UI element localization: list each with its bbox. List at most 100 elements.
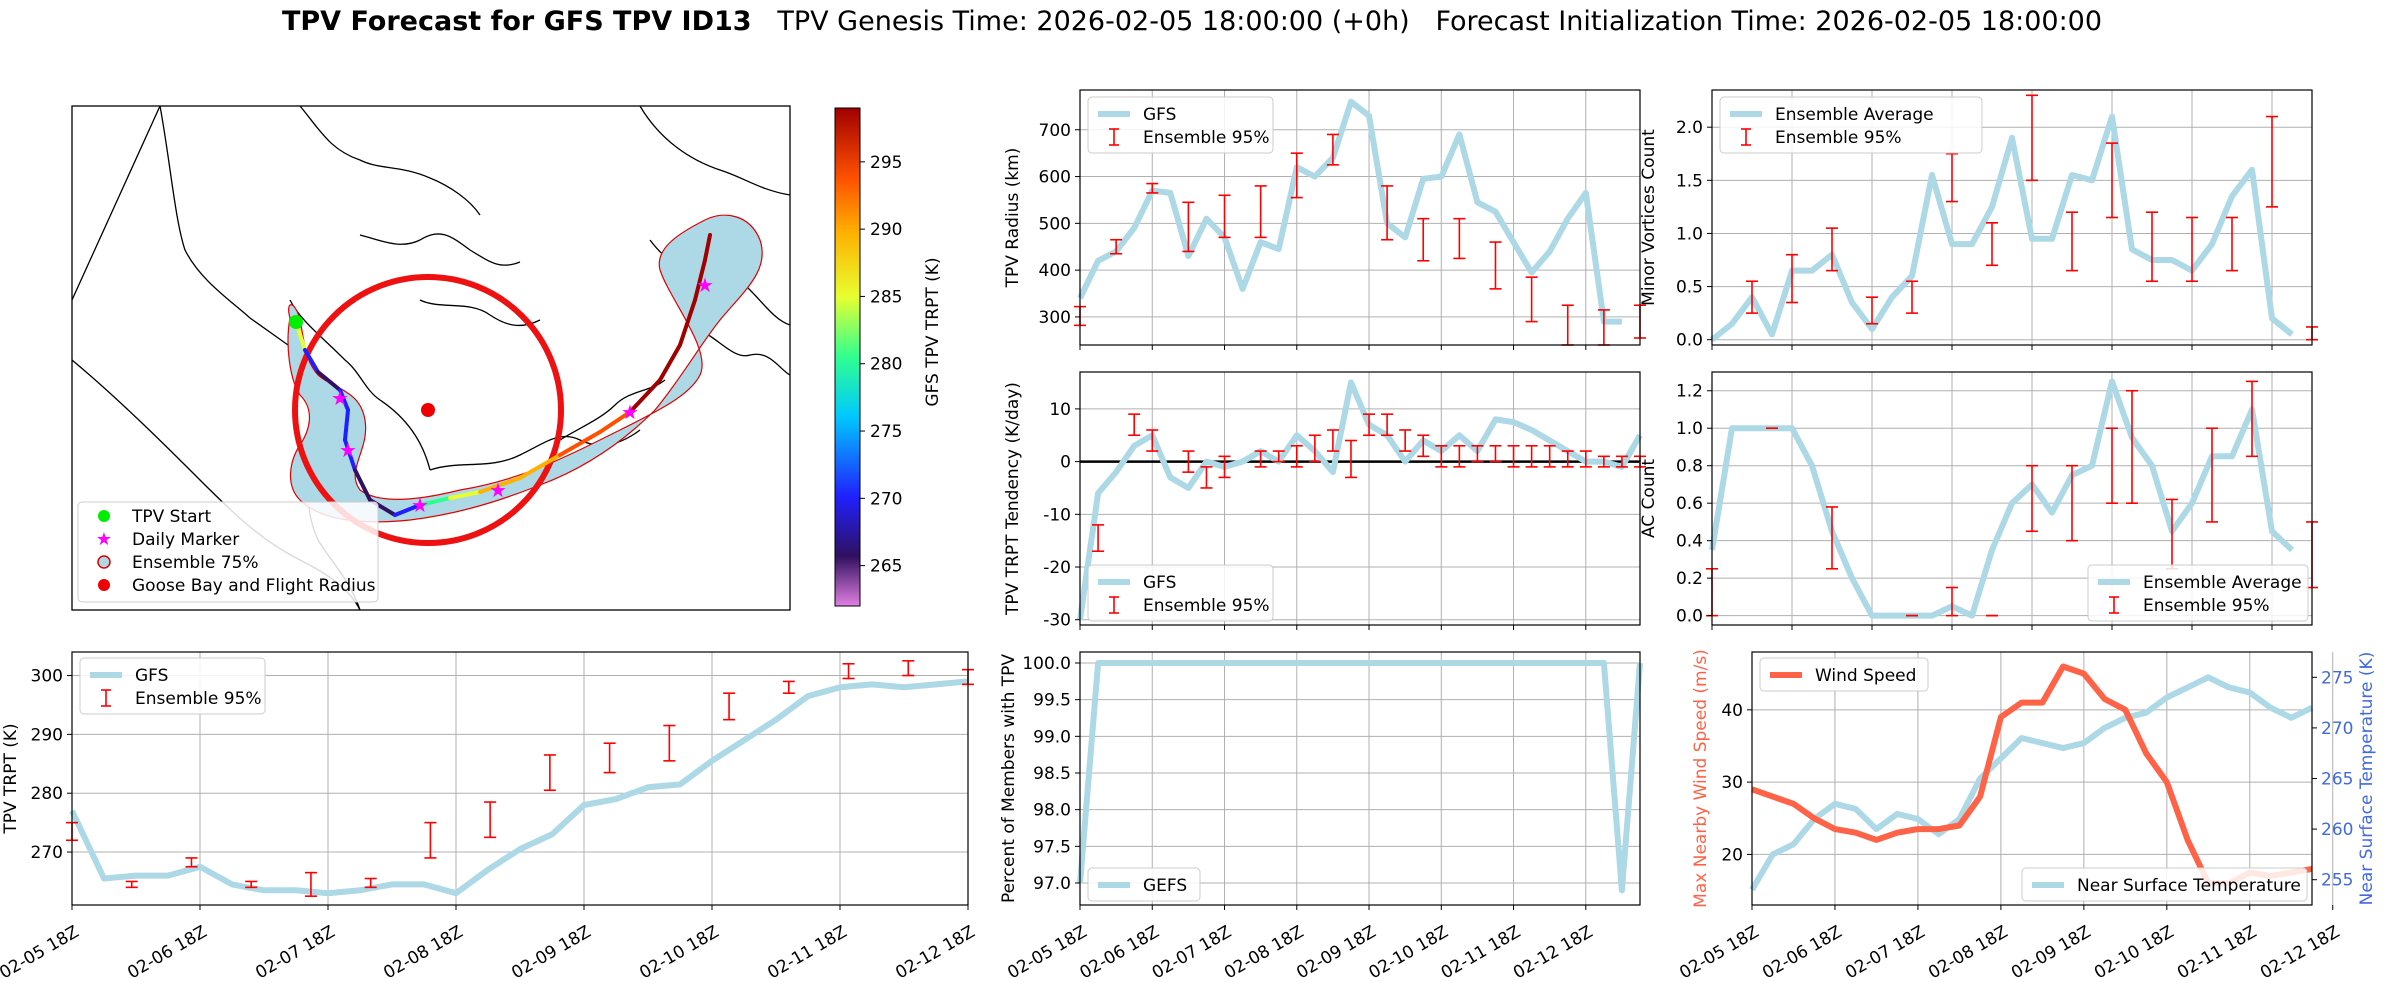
error-bar <box>1326 429 1339 452</box>
error-bar <box>1308 434 1321 463</box>
error-bar <box>424 821 437 859</box>
track-segment <box>343 408 350 442</box>
error-bar <box>1615 455 1628 468</box>
error-bar <box>245 880 258 889</box>
error-bar <box>2226 216 2238 272</box>
legend-marker-goose-bay <box>98 579 110 591</box>
error-bar <box>723 692 736 721</box>
y-axis-label: AC Count <box>1639 459 1659 538</box>
y2-tick-label: 260 <box>2321 820 2353 840</box>
legend: GEFS <box>1087 867 1201 902</box>
y-axis-label: Percent of Members with TPV <box>999 654 1019 903</box>
error-bar <box>484 801 497 839</box>
x-tick-label: 02-09 18Z <box>1293 922 1379 982</box>
goose-bay-marker <box>421 403 435 417</box>
x-tick-label: 02-05 18Z <box>0 922 83 982</box>
error-bar <box>1417 217 1430 262</box>
coastline <box>299 106 481 216</box>
legend-box <box>1719 96 1983 154</box>
y-tick-label: 0.0 <box>1676 331 1703 351</box>
y2-tick-label: 270 <box>2321 719 2353 739</box>
coastline <box>72 106 161 301</box>
x-tick-label: 02-10 18Z <box>2091 922 2177 982</box>
error-bar <box>2066 464 2078 542</box>
series-line-gefs <box>1077 660 1643 894</box>
error-bar <box>2026 94 2038 182</box>
legend: GFS Ensemble 95% <box>1087 96 1274 154</box>
track-segment <box>418 496 452 507</box>
axes-frame <box>1711 371 2313 626</box>
y-tick-label: 1.0 <box>1676 224 1703 244</box>
legend-label: Near Surface Temperature <box>2077 876 2301 896</box>
legend-box <box>77 501 379 603</box>
error-bar <box>902 660 915 677</box>
y-tick-label: 0 <box>1060 453 1071 473</box>
track-segment <box>703 233 712 262</box>
y-tick-label: 98.0 <box>1033 801 1071 821</box>
error-bar <box>1906 280 1918 314</box>
legend-label: Ensemble Average <box>1775 105 1934 125</box>
legend-label: GEFS <box>1143 876 1187 896</box>
error-bar <box>1746 280 1758 314</box>
map-legend: TPV Start ★ Daily Marker Ensemble 75% Goose … <box>77 501 379 603</box>
legend-label: Daily Marker <box>132 530 239 550</box>
x-tick-label: 02-10 18Z <box>1365 922 1451 982</box>
error-bar <box>1543 444 1556 468</box>
legend: GFS Ensemble 95% <box>1087 564 1274 622</box>
y-tick-label: 400 <box>1039 261 1071 281</box>
x-tick-label: 02-10 18Z <box>636 922 722 982</box>
y2-tick-label: 255 <box>2321 871 2353 891</box>
legend-box <box>1087 564 1274 622</box>
colorbar-tick-label: 275 <box>870 422 902 442</box>
daily-marker: ★ <box>621 400 639 424</box>
y-tick-label: 0.5 <box>1676 278 1703 298</box>
y-axis-label: Minor Vortices Count <box>1639 129 1659 306</box>
legend-marker-daily: ★ <box>96 529 112 550</box>
error-bar <box>1507 444 1520 468</box>
error-bar <box>1290 152 1303 199</box>
x-tick-label: 02-08 18Z <box>380 922 466 982</box>
y-tick-label: 0.8 <box>1676 457 1703 477</box>
error-bar <box>1218 455 1231 479</box>
y-tick-label: 97.5 <box>1033 837 1071 857</box>
track-segment <box>478 476 522 494</box>
legend-label: Ensemble 95% <box>1143 596 1270 616</box>
daily-marker: ★ <box>696 273 714 297</box>
legend-box <box>1759 657 1929 692</box>
error-bar <box>1453 217 1466 260</box>
error-bar <box>364 877 377 889</box>
error-bar <box>1579 450 1592 468</box>
error-bar <box>2126 389 2138 504</box>
x-tick-label: 02-08 18Z <box>1221 922 1307 982</box>
error-bar <box>1381 413 1394 437</box>
axes-frame <box>1079 371 1641 626</box>
track-segment <box>628 378 662 414</box>
colorbar-tick-label: 280 <box>870 355 902 375</box>
x-tick-label: 02-11 18Z <box>2174 922 2260 982</box>
error-bar <box>1597 309 1610 346</box>
legend-box <box>79 657 266 715</box>
error-bar <box>304 871 317 897</box>
daily-marker: ★ <box>489 478 507 502</box>
coastline <box>699 329 790 376</box>
y-axis-label: TPV Radius (km) <box>1003 148 1023 289</box>
panel-track-map: ★ ★ ★ ★ ★ ★ TPV Start ★ Daily Marker Ensemble 75%… <box>71 105 943 611</box>
error-bar <box>2106 142 2118 219</box>
track-segment <box>658 343 682 382</box>
x-tick-label: 02-05 18Z <box>1676 922 1762 982</box>
y-tick-label: 500 <box>1039 214 1071 234</box>
daily-marker: ★ <box>331 386 349 410</box>
error-bar <box>1218 194 1231 239</box>
error-bar <box>1946 152 1958 203</box>
error-bar <box>125 880 138 889</box>
legend-label: Ensemble 95% <box>1775 128 1902 148</box>
panel-ac-count: 0.0 0.2 0.4 0.6 0.8 1.0 1.2 AC Count Ensemble Av… <box>1639 371 2318 630</box>
y-tick-label: 1.0 <box>1676 419 1703 439</box>
error-bar <box>1182 450 1195 473</box>
error-bar <box>1326 133 1339 166</box>
legend: Ensemble Average Ensemble 95% <box>2087 564 2309 622</box>
map-frame <box>71 105 791 611</box>
error-bar <box>1946 586 1958 617</box>
